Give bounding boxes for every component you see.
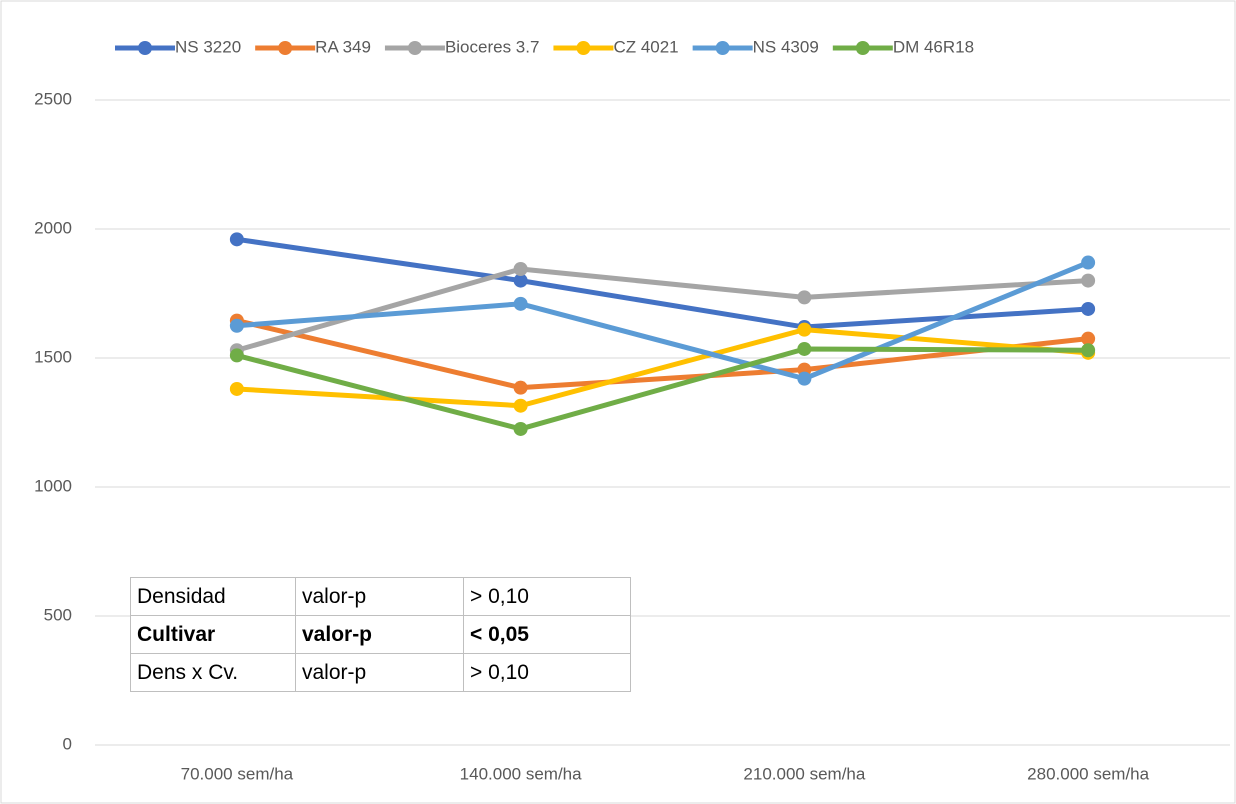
legend-label: RA 349 (315, 37, 371, 56)
x-tick-label: 70.000 sem/ha (181, 764, 294, 783)
table-cell: Dens x Cv. (130, 653, 296, 692)
x-tick-label: 280.000 sem/ha (1027, 764, 1149, 783)
table-cell: < 0,05 (463, 615, 631, 654)
legend-marker (407, 41, 422, 55)
table-cell: valor-p (295, 577, 464, 616)
marker (1081, 331, 1096, 346)
legend-label: Bioceres 3.7 (445, 37, 540, 56)
marker (797, 322, 812, 337)
y-tick-label: 0 (63, 734, 72, 753)
table-row: Dens x Cv. valor-p > 0,10 (130, 653, 631, 692)
marker (229, 318, 244, 333)
legend-label: CZ 4021 (613, 37, 678, 56)
table-row: Densidad valor-p > 0,10 (130, 577, 631, 616)
table-cell: Densidad (130, 577, 296, 616)
marker (513, 296, 528, 311)
y-tick-label: 2500 (34, 89, 72, 108)
y-tick-label: 1000 (34, 476, 72, 495)
series-line (236, 260, 1090, 382)
y-tick-label: 500 (44, 605, 72, 624)
series-line (236, 266, 1089, 353)
marker (229, 348, 244, 363)
y-tick-label: 2000 (34, 218, 72, 237)
stats-table: Densidad valor-p > 0,10 Cultivar valor-p < 0,… (130, 577, 631, 692)
legend-marker (715, 41, 730, 55)
marker (1081, 273, 1096, 288)
marker (1081, 343, 1096, 358)
table-cell: valor-p (295, 653, 464, 692)
marker (1081, 255, 1096, 270)
legend-label: NS 3220 (175, 37, 241, 56)
legend-marker (576, 41, 591, 55)
marker (1081, 301, 1096, 316)
marker (513, 261, 528, 276)
legend-marker (855, 41, 870, 55)
table-cell: > 0,10 (463, 577, 631, 616)
legend-label: DM 46R18 (893, 37, 974, 56)
marker (229, 381, 244, 396)
legend-label: NS 4309 (753, 37, 819, 56)
marker (513, 398, 528, 413)
marker (513, 273, 528, 288)
marker (797, 371, 812, 386)
x-tick-label: 210.000 sem/ha (743, 764, 865, 783)
table-row: Cultivar valor-p < 0,05 (130, 615, 631, 654)
y-tick-label: 1500 (34, 347, 72, 366)
marker (513, 421, 528, 436)
legend-marker (278, 41, 293, 55)
table-cell: > 0,10 (463, 653, 631, 692)
series-line (236, 327, 1089, 409)
legend-marker (138, 41, 152, 55)
x-tick-label: 140.000 sem/ha (460, 764, 582, 783)
marker (513, 380, 528, 395)
table-cell: Cultivar (130, 615, 296, 654)
marker (797, 290, 812, 305)
marker (797, 341, 812, 356)
table-cell: valor-p (295, 615, 464, 654)
series-line (236, 346, 1089, 432)
marker (229, 232, 244, 247)
series-line (236, 318, 1089, 391)
